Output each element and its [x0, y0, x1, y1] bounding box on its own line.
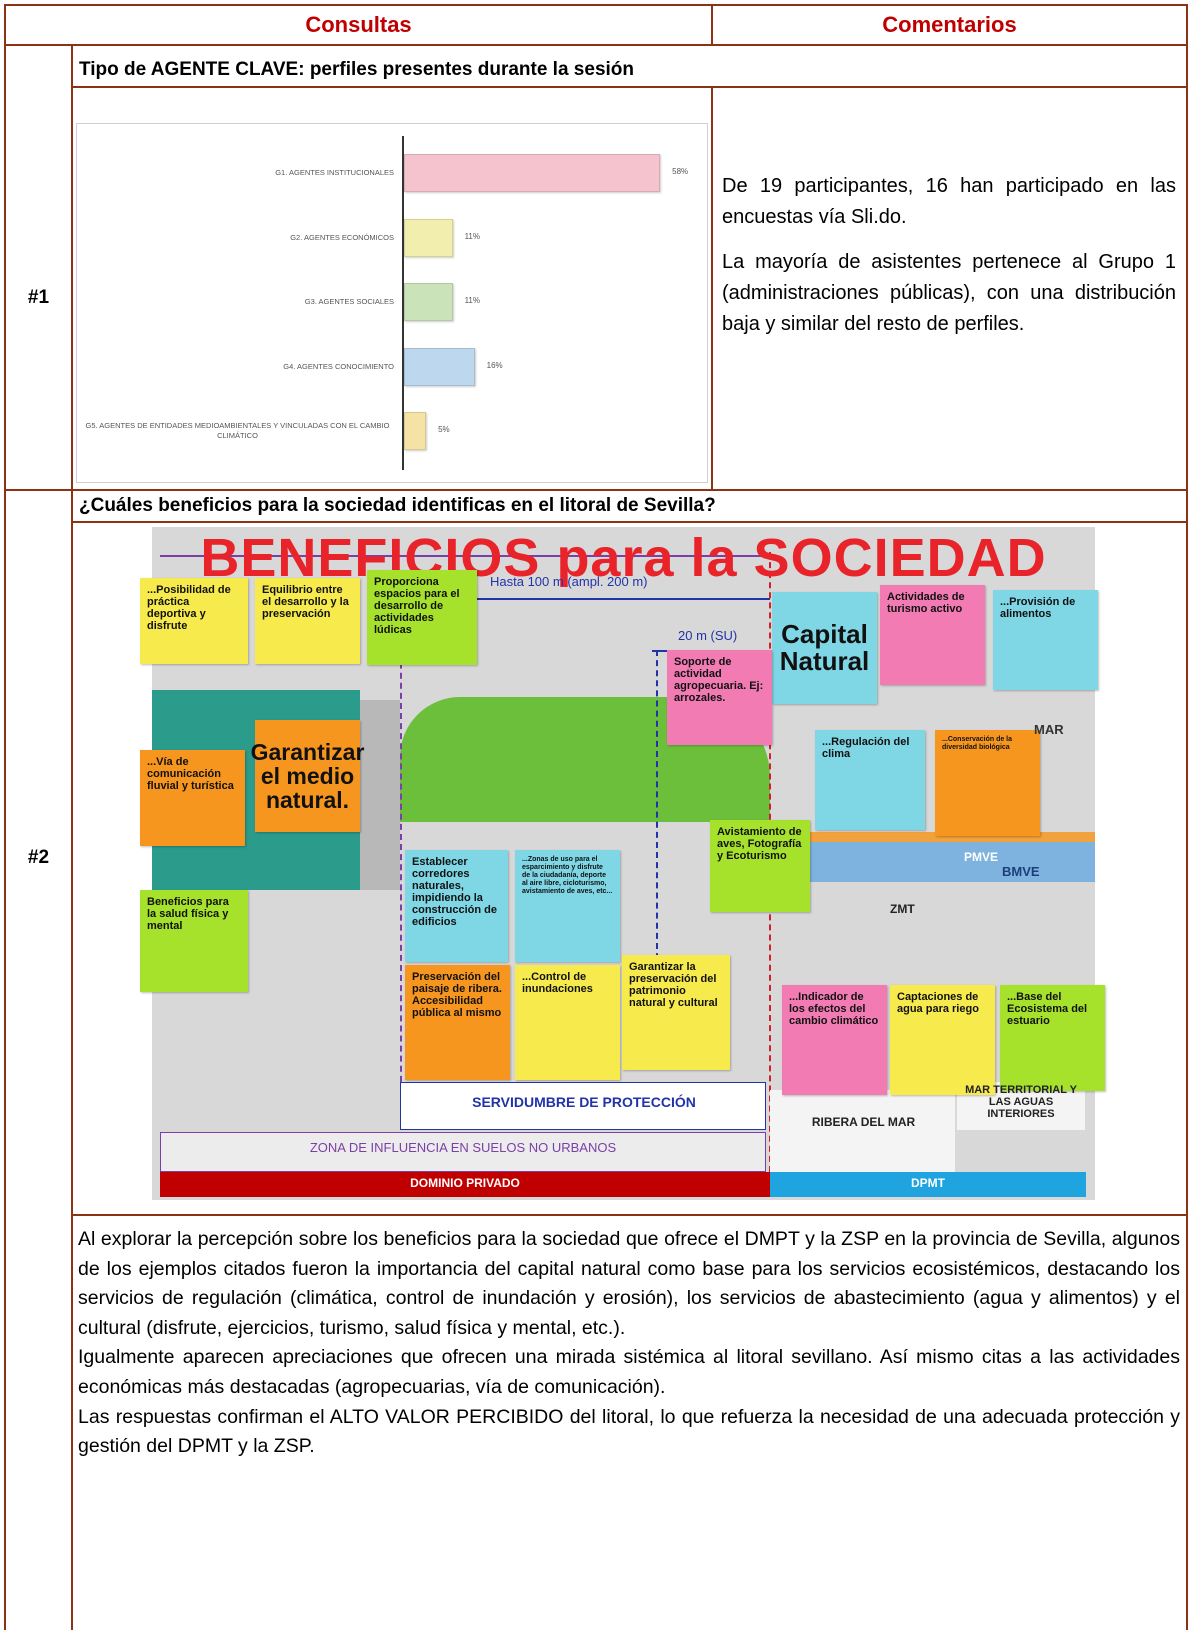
diagram-label: 20 m (SU) [678, 628, 738, 643]
sticky-note: ...Vía de comunicación fluvial y turísti… [140, 750, 245, 846]
paragraph: Al explorar la percepción sobre los bene… [78, 1228, 1180, 1339]
border [4, 44, 1188, 46]
diagram-label: DOMINIO PRIVADO [410, 1176, 520, 1190]
paragraph: De 19 participantes, 16 han participado … [722, 175, 1176, 228]
bar [404, 283, 453, 321]
comments: De 19 participantes, 16 han participado … [722, 171, 1176, 354]
row-title: ¿Cuáles beneficios para la sociedad iden… [79, 495, 716, 516]
bar [404, 347, 475, 386]
paragraph: Las respuestas confirman el ALTO VALOR P… [78, 1405, 1180, 1458]
diagram-label: MAR [1034, 722, 1064, 737]
bar [404, 218, 453, 257]
axis [402, 136, 404, 470]
zone [400, 1082, 766, 1130]
value-label: 58% [672, 167, 689, 176]
sticky-note: ...Posibilidad de práctica deportiva y d… [140, 578, 248, 664]
sticky-note: ...Indicador de los efectos del cambio c… [782, 985, 887, 1095]
value-label: 11% [464, 296, 480, 305]
zone [160, 1132, 766, 1172]
border [1186, 4, 1188, 1630]
sticky-note: ...Conservación de la diversidad biológi… [935, 730, 1040, 836]
category-label: G5. AGENTES DE ENTIDADES MEDIOAMBIENTALE… [85, 421, 390, 440]
paragraph: Igualmente aparecen apreciaciones que of… [78, 1346, 1180, 1398]
border [71, 44, 73, 1630]
border [4, 489, 1188, 491]
diagram-label: ZONA DE INFLUENCIA EN SUELOS NO URBANOS [309, 1140, 617, 1155]
sticky-note: Establecer corredores naturales, impidie… [405, 850, 508, 962]
diagram-label: Hasta 100 m (ampl. 200 m) [490, 574, 648, 589]
body-text: Al explorar la percepción sobre los bene… [78, 1225, 1180, 1462]
band [770, 1172, 1086, 1197]
sticky-note: Soporte de actividad agropecuaria. Ej: a… [667, 650, 772, 745]
sticky-note: Garantizar la preservación del patrimoni… [622, 955, 730, 1070]
diagram-label: SERVIDUMBRE DE PROTECCIÓN [472, 1094, 696, 1110]
sticky-note: ...Regulación del clima [815, 730, 925, 830]
diagram-label: DPMT [911, 1176, 945, 1190]
category-label: G1. AGENTES INSTITUCIONALES [275, 168, 394, 177]
sticky-note: Preservación del paisaje de ribera. Acce… [405, 965, 510, 1080]
border [72, 1214, 1188, 1216]
value-label: 5% [438, 425, 450, 434]
category-label: G4. AGENTES CONOCIMIENTO [283, 361, 394, 371]
bar [404, 412, 427, 450]
sticky-note: Capital Natural [772, 592, 877, 704]
diagram-label: RIBERA DEL MAR [811, 1115, 916, 1129]
border [72, 521, 1188, 523]
arrow [160, 555, 768, 557]
diagram-label: MAR TERRITORIAL Y LAS AGUAS INTERIORES [965, 1084, 1077, 1120]
border [72, 86, 1188, 88]
row-title: Tipo de AGENTE CLAVE: perfiles presentes… [79, 59, 634, 80]
border [711, 4, 713, 45]
paragraph: La mayoría de asistentes pertenece al Gr… [722, 251, 1176, 335]
value-label: 16% [486, 360, 503, 370]
divider [656, 650, 658, 1050]
category-label: G3. AGENTES SOCIALES [304, 297, 394, 306]
header: Comentarios [882, 12, 1017, 37]
bar [404, 154, 661, 192]
sticky-note: ...Provisión de alimentos [993, 590, 1098, 690]
diagram-label: BMVE [1002, 864, 1040, 879]
diagram: BENEFICIOS para la SOCIEDAD ...Posibilid… [72, 522, 1186, 1214]
divider [400, 582, 402, 1102]
border [711, 86, 713, 490]
sticky-note: ...Base del Ecosistema del estuario [1000, 985, 1105, 1091]
row-label: #1 [27, 287, 50, 308]
category-label: G2. AGENTES ECONÓMICOS [290, 232, 394, 242]
band [160, 1172, 770, 1197]
sticky-note: Actividades de turismo activo [880, 585, 985, 685]
value-label: 11% [464, 231, 480, 241]
border [4, 4, 6, 1630]
chart: G1. AGENTES INSTITUCIONALES 58% G2. AGENTE… [76, 123, 708, 483]
sticky-note: Captaciones de agua para riego [890, 985, 995, 1095]
sticky-note: ...Control de inundaciones [515, 965, 620, 1080]
row-label: #2 [27, 847, 50, 868]
sticky-note: ...Zonas de uso para el esparcimiento y … [515, 850, 620, 962]
sticky-note: Proporciona espacios para el desarrollo … [367, 570, 477, 665]
sticky-note: Beneficios para la salud física y mental [140, 890, 248, 992]
arrow [472, 598, 770, 600]
diagram-label: ZMT [890, 902, 915, 916]
road [360, 700, 400, 890]
water [770, 842, 1095, 882]
sticky-note: Garantizar el medio natural. [251, 720, 364, 832]
diagram-label: PMVE [964, 850, 999, 864]
sticky-note: Equilibrio entre el desarrollo y la pres… [255, 578, 360, 664]
header: Consultas [305, 12, 412, 37]
border [4, 4, 1188, 6]
zone [770, 1090, 955, 1172]
sticky-note: Avistamiento de aves, Fotografía y Ecotu… [710, 820, 810, 912]
